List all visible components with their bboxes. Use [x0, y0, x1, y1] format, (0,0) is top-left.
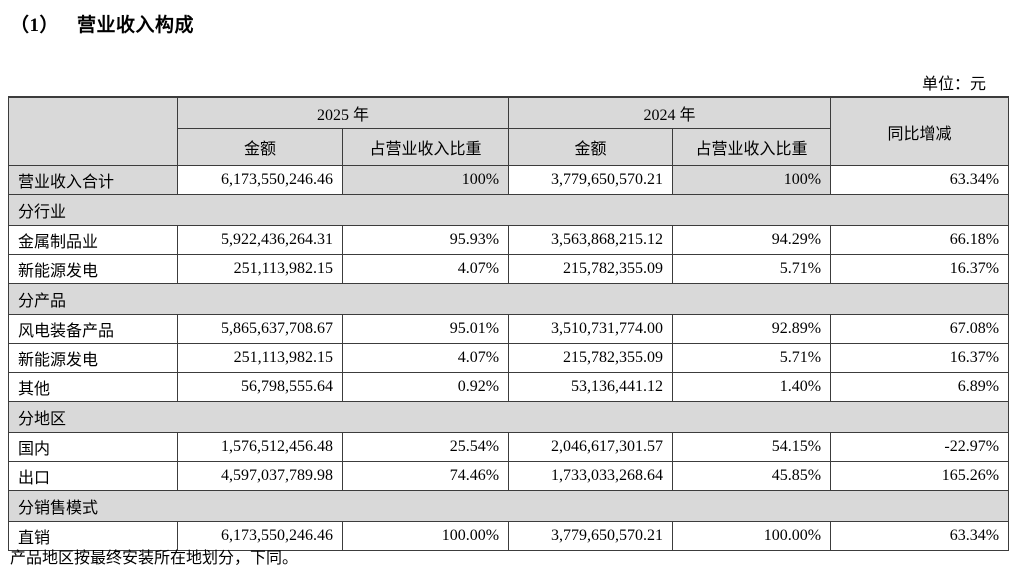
amount-2024: 1,733,033,268.64	[508, 461, 674, 491]
pct-2024: 5.71%	[672, 343, 832, 373]
section-row-sales-model: 分销售模式	[7, 490, 1010, 522]
amount-2024: 215,782,355.09	[508, 254, 674, 284]
pct-2025: 25.54%	[341, 432, 510, 462]
amount-2024: 3,563,868,215.12	[508, 225, 674, 255]
footnote: 产品地区按最终安装所在地划分，下同。	[10, 550, 299, 567]
section-row-industry: 分行业	[7, 194, 1010, 226]
pct-2024: 100.00%	[672, 521, 832, 551]
row-label: 新能源发电	[8, 254, 178, 284]
table-row: 出口 4,597,037,789.98 74.46% 1,733,033,268…	[8, 461, 1010, 491]
pct-2024: 100%	[672, 165, 832, 195]
yoy-value: 67.08%	[830, 314, 1010, 344]
header-proportion-2025: 占营业收入比重	[341, 128, 510, 166]
pct-2025: 4.07%	[341, 343, 510, 373]
pct-2025: 4.07%	[341, 254, 510, 284]
amount-2025: 5,865,637,708.67	[177, 314, 343, 344]
row-label: 其他	[8, 372, 178, 402]
pct-2024: 92.89%	[672, 314, 832, 344]
unit-label: 单位：元	[921, 76, 986, 93]
header-amount-2025: 金额	[177, 128, 343, 166]
pct-2025: 95.93%	[341, 225, 510, 255]
page-title-number: （1）	[10, 15, 60, 36]
amount-2025: 6,173,550,246.46	[177, 165, 343, 195]
amount-2024: 3,779,650,570.21	[508, 521, 674, 551]
yoy-value: 6.89%	[830, 372, 1010, 402]
row-label: 金属制品业	[8, 225, 178, 255]
amount-2024: 3,779,650,570.21	[508, 165, 674, 195]
header-row-measures: 金额 占营业收入比重 金额 占营业收入比重	[9, 128, 1009, 166]
pct-2024: 1.40%	[672, 372, 832, 402]
amount-2025: 4,597,037,789.98	[177, 461, 343, 491]
header-amount-2024: 金额	[508, 128, 674, 166]
amount-2025: 251,113,982.15	[177, 343, 343, 373]
amount-2024: 3,510,731,774.00	[508, 314, 674, 344]
pct-2024: 94.29%	[672, 225, 832, 255]
table-row: 新能源发电 251,113,982.15 4.07% 215,782,355.0…	[8, 343, 1010, 373]
yoy-value: 63.34%	[830, 165, 1010, 195]
pct-2024: 45.85%	[672, 461, 832, 491]
table-row: 其他 56,798,555.64 0.92% 53,136,441.12 1.4…	[8, 372, 1010, 402]
yoy-value: 16.37%	[830, 343, 1010, 373]
pct-2025: 0.92%	[341, 372, 510, 402]
section-label: 分销售模式	[7, 490, 1010, 522]
header-year-2025: 2025 年	[176, 96, 510, 129]
table-row: 新能源发电 251,113,982.15 4.07% 215,782,355.0…	[8, 254, 1010, 284]
section-label: 分行业	[7, 194, 1010, 226]
table-row: 直销 6,173,550,246.46 100.00% 3,779,650,57…	[8, 521, 1010, 551]
yoy-value: 165.26%	[830, 461, 1010, 491]
pct-2024: 54.15%	[672, 432, 832, 462]
row-label: 营业收入合计	[8, 165, 178, 195]
header-row-years: 2025 年 2024 年 同比增减	[8, 96, 1010, 166]
amount-2025: 5,922,436,264.31	[177, 225, 343, 255]
amount-2024: 2,046,617,301.57	[508, 432, 674, 462]
section-row-product: 分产品	[7, 283, 1010, 315]
table-row: 国内 1,576,512,456.48 25.54% 2,046,617,301…	[8, 432, 1010, 462]
table-row: 金属制品业 5,922,436,264.31 95.93% 3,563,868,…	[8, 225, 1010, 255]
header-proportion-2024: 占营业收入比重	[672, 128, 832, 166]
amount-2024: 215,782,355.09	[508, 343, 674, 373]
yoy-value: -22.97%	[830, 432, 1010, 462]
header-empty-cell	[8, 96, 178, 166]
pct-2025: 74.46%	[341, 461, 510, 491]
yoy-value: 63.34%	[830, 521, 1010, 551]
amount-2025: 6,173,550,246.46	[177, 521, 343, 551]
row-label: 直销	[8, 521, 178, 551]
amount-2025: 56,798,555.64	[177, 372, 343, 402]
row-label: 出口	[8, 461, 178, 491]
amount-2025: 251,113,982.15	[177, 254, 343, 284]
pct-2025: 100%	[341, 165, 510, 195]
header-yoy: 同比增减	[830, 96, 1010, 166]
yoy-value: 16.37%	[830, 254, 1010, 284]
page-title-text: 营业收入构成	[77, 15, 195, 36]
amount-2024: 53,136,441.12	[508, 372, 674, 402]
section-row-region: 分地区	[7, 401, 1010, 433]
revenue-composition-table: 2025 年 2024 年 同比增减 金额 占营业收入比重 金额 占营业收入比重…	[7, 96, 1010, 551]
yoy-value: 66.18%	[830, 225, 1010, 255]
row-label: 国内	[8, 432, 178, 462]
pct-2024: 5.71%	[672, 254, 832, 284]
table-row: 风电装备产品 5,865,637,708.67 95.01% 3,510,731…	[8, 314, 1010, 344]
table-row-total: 营业收入合计 6,173,550,246.46 100% 3,779,650,5…	[8, 165, 1010, 195]
header-year-2024: 2024 年	[508, 96, 832, 129]
page-title: （1） 营业收入构成	[10, 10, 194, 37]
amount-2025: 1,576,512,456.48	[177, 432, 343, 462]
row-label: 新能源发电	[8, 343, 178, 373]
section-label: 分产品	[7, 283, 1010, 315]
pct-2025: 100.00%	[341, 521, 510, 551]
section-label: 分地区	[7, 401, 1010, 433]
row-label: 风电装备产品	[8, 314, 178, 344]
pct-2025: 95.01%	[341, 314, 510, 344]
